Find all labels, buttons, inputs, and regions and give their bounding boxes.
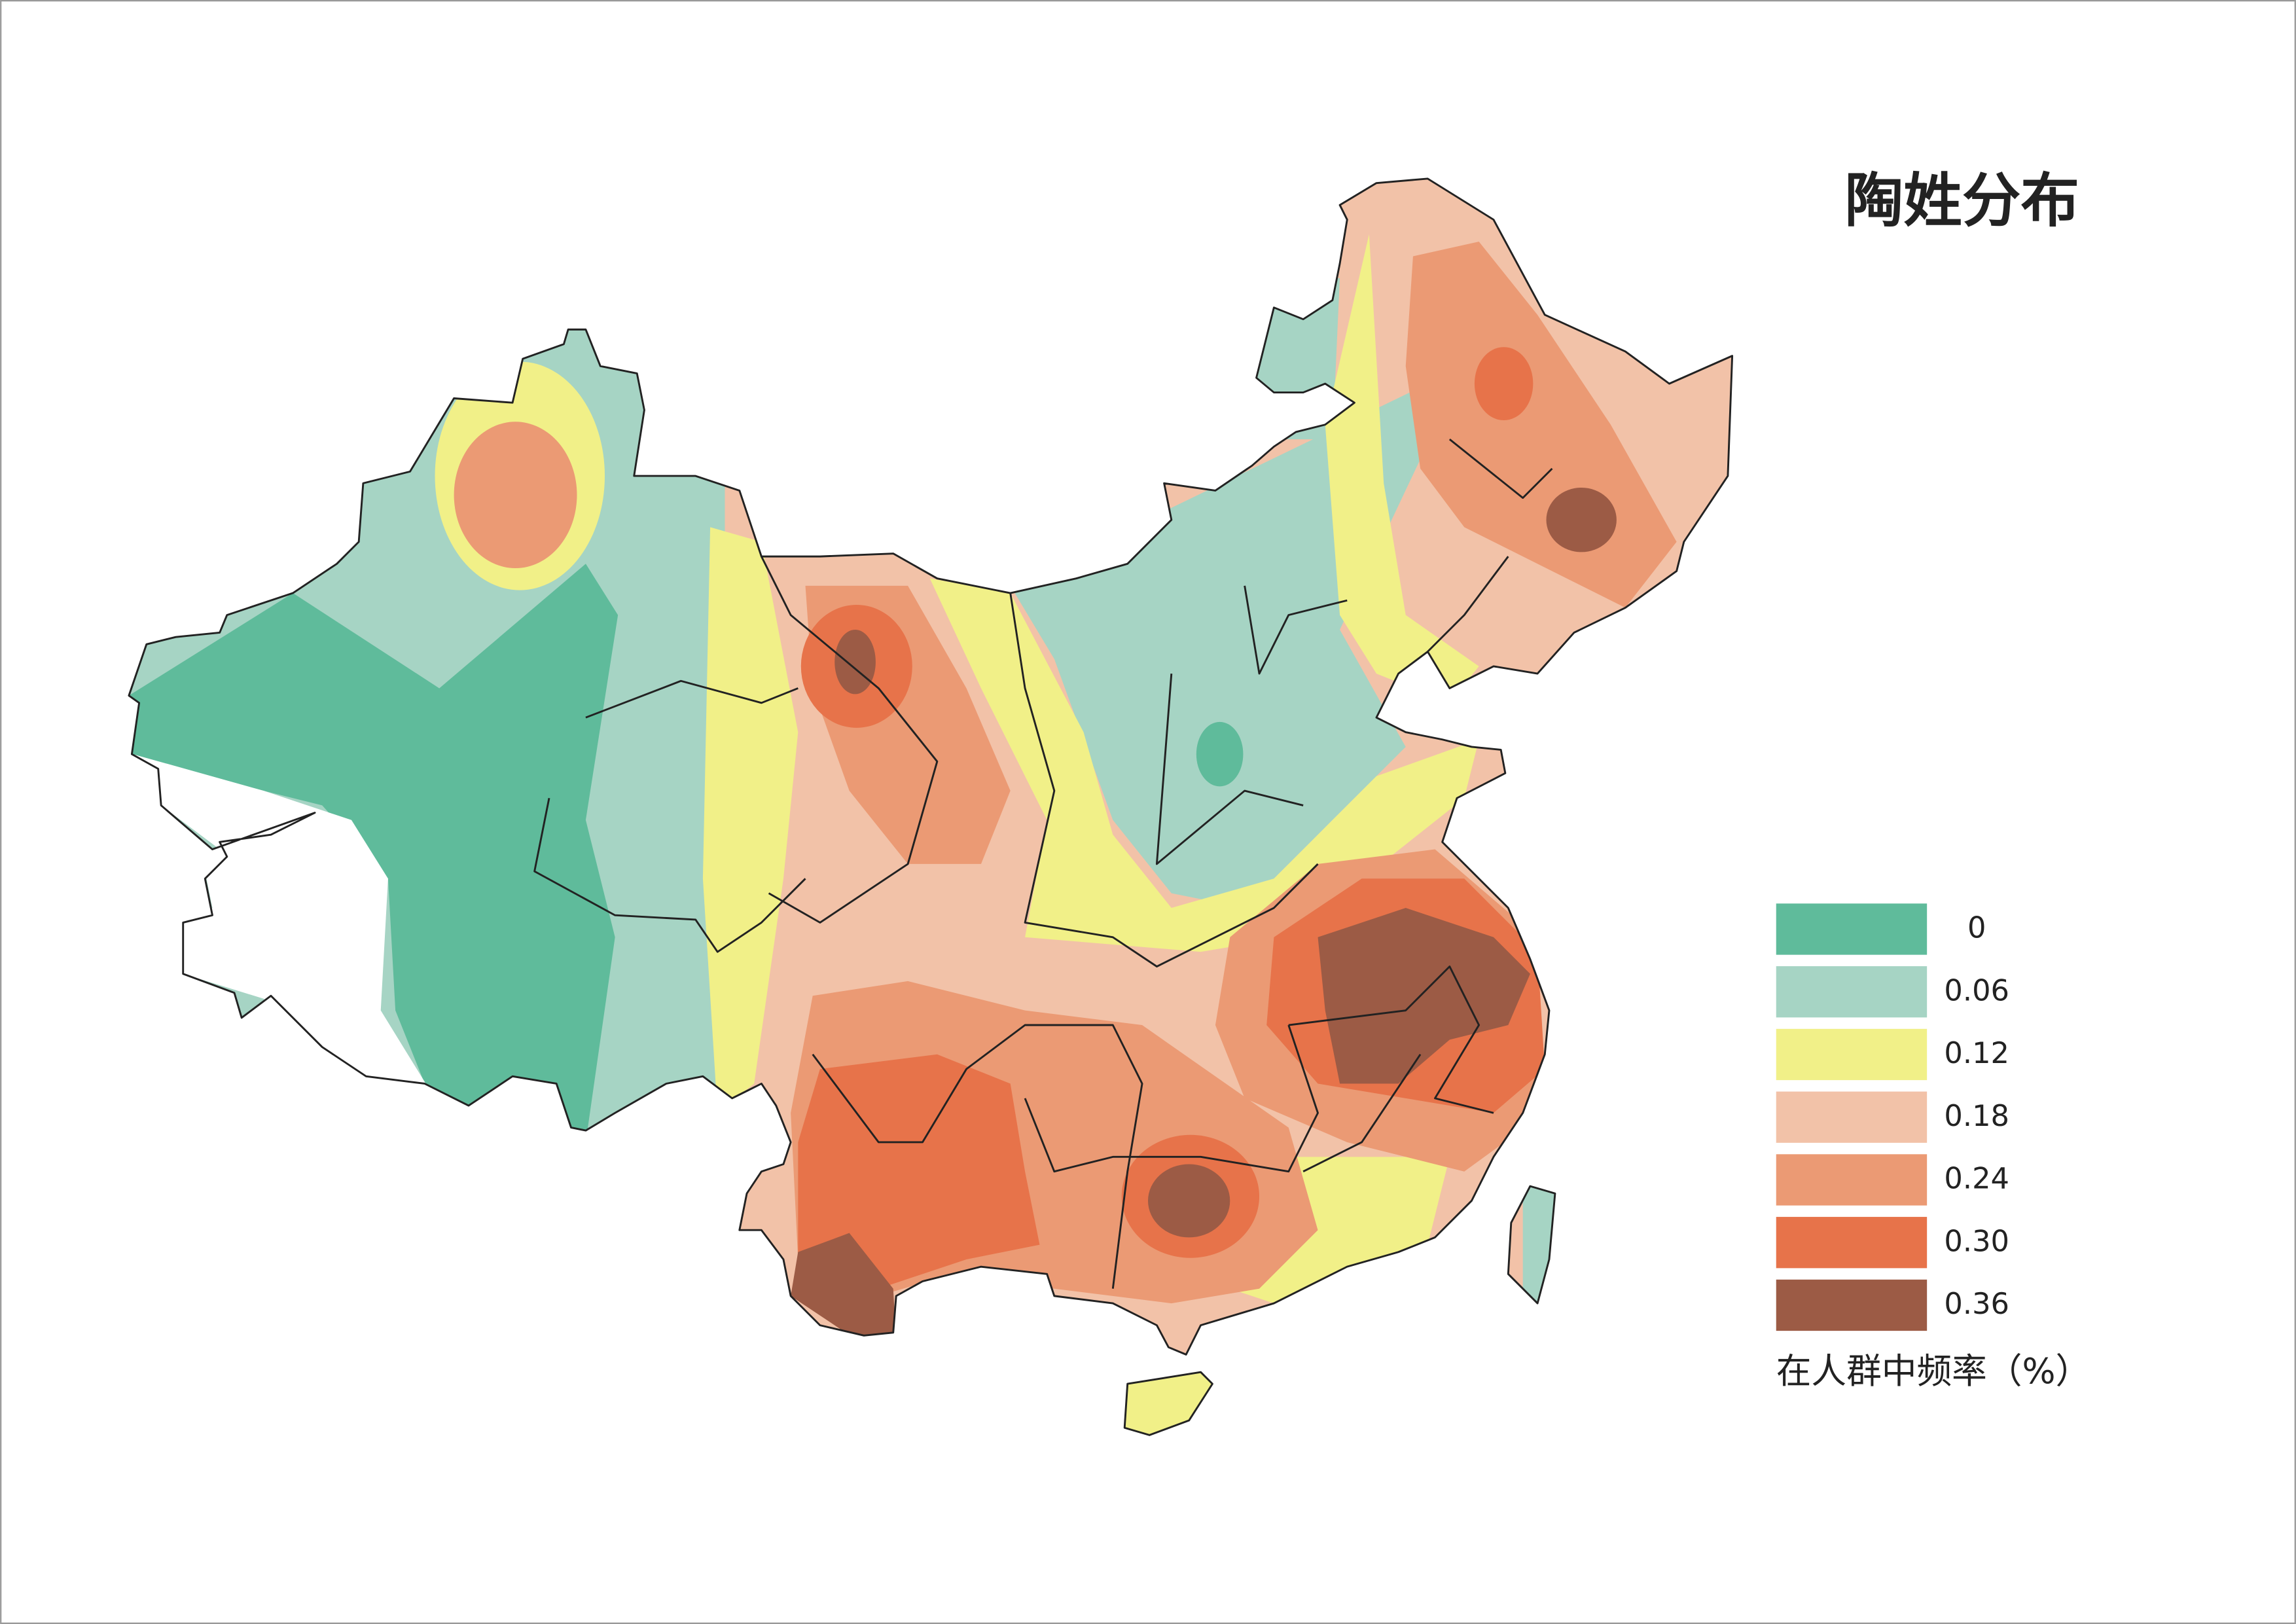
province-border	[533, 439, 1553, 1289]
zone	[834, 629, 876, 695]
zone	[1148, 1164, 1230, 1238]
island-border	[1123, 1185, 1556, 1436]
legend-swatch	[1776, 903, 1928, 955]
legend-label: 0.12	[1944, 1036, 2009, 1070]
legend-label: 0.24	[1944, 1161, 2009, 1196]
no-data-area	[128, 749, 428, 1087]
legend: 0 0.06 0.12 0.18 0.24 0.30 0.36	[1776, 903, 2009, 1331]
zone	[702, 234, 1479, 1435]
zone	[1474, 347, 1534, 421]
zone	[454, 422, 577, 569]
legend-label: 0	[1967, 911, 1986, 945]
zone	[1546, 487, 1617, 552]
zone	[1196, 721, 1244, 787]
legend-swatch	[1776, 1091, 1928, 1143]
legend-label: 0.18	[1944, 1098, 2009, 1133]
legend-swatch	[1776, 1217, 1928, 1269]
legend-label: 0.36	[1944, 1286, 2009, 1321]
legend-swatch	[1776, 1028, 1928, 1081]
legend-label: 0.06	[1944, 973, 2009, 1007]
legend-swatch	[1776, 1154, 1928, 1206]
legend-label: 0.30	[1944, 1223, 2009, 1258]
legend-caption: 在人群中频率（%）	[1776, 1350, 2091, 1392]
legend-swatch	[1776, 966, 1928, 1018]
zone	[791, 908, 1530, 1340]
map-title: 陶姓分布	[1845, 168, 2079, 236]
legend-swatch	[1776, 1279, 1928, 1331]
